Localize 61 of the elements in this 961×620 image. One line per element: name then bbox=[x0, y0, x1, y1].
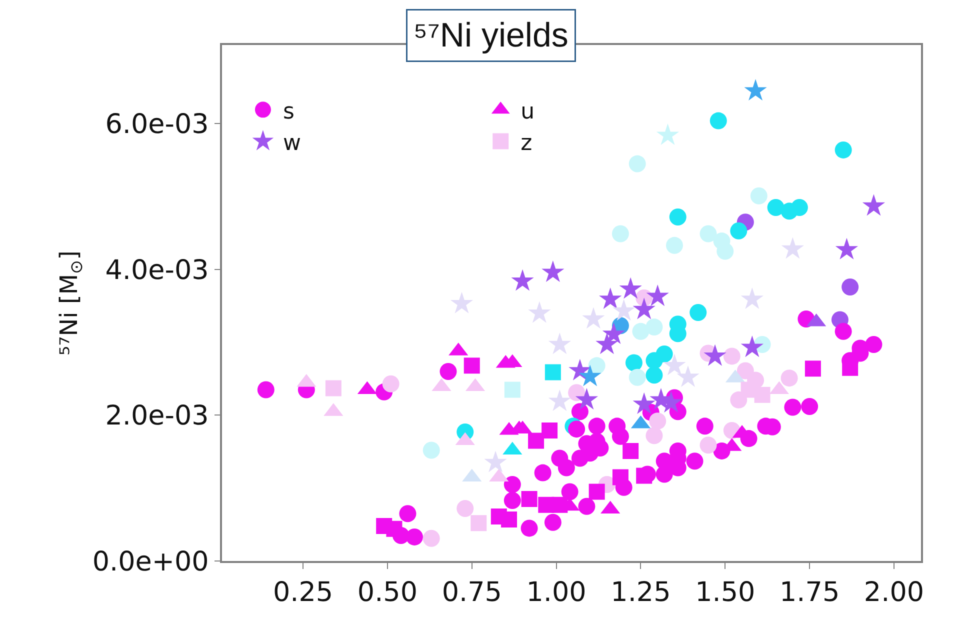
x-tick-label: 0.50 bbox=[357, 577, 418, 608]
point bbox=[450, 292, 474, 314]
point bbox=[521, 491, 538, 508]
point bbox=[740, 287, 764, 309]
x-tick-label: 1.00 bbox=[526, 577, 586, 608]
point bbox=[862, 194, 886, 216]
x-tick-label: 1.50 bbox=[695, 577, 756, 608]
point bbox=[501, 511, 518, 528]
x-tick-label: 1.25 bbox=[610, 577, 671, 608]
x-tick-label: 0.75 bbox=[442, 577, 502, 608]
point bbox=[646, 284, 669, 306]
legend-label: u bbox=[520, 99, 535, 124]
legend-label: z bbox=[520, 130, 532, 156]
point bbox=[544, 364, 561, 380]
point bbox=[504, 382, 520, 398]
point bbox=[676, 365, 700, 387]
point bbox=[632, 392, 656, 414]
point bbox=[740, 336, 764, 358]
point bbox=[542, 260, 564, 282]
point bbox=[596, 332, 618, 354]
point bbox=[619, 277, 642, 299]
point bbox=[804, 360, 821, 377]
point bbox=[622, 442, 639, 459]
point bbox=[582, 307, 605, 329]
point bbox=[612, 469, 628, 486]
x-tick-label: 1.75 bbox=[780, 577, 840, 608]
point bbox=[542, 422, 558, 439]
point bbox=[744, 79, 767, 101]
point bbox=[578, 364, 602, 386]
point bbox=[636, 468, 652, 484]
point bbox=[602, 322, 626, 344]
y-tick-label: 6.0e-03 bbox=[105, 109, 209, 140]
point bbox=[548, 389, 571, 412]
point bbox=[484, 450, 507, 472]
point bbox=[835, 238, 858, 260]
point bbox=[511, 269, 534, 291]
point bbox=[575, 388, 598, 410]
point bbox=[663, 354, 686, 376]
point bbox=[599, 287, 622, 309]
point bbox=[548, 332, 571, 354]
point bbox=[470, 515, 487, 532]
point bbox=[528, 432, 544, 449]
point bbox=[386, 520, 402, 537]
point bbox=[464, 358, 480, 374]
point bbox=[612, 299, 636, 321]
legend-label: w bbox=[282, 130, 301, 156]
point bbox=[632, 298, 656, 320]
point bbox=[588, 484, 605, 500]
x-tick-label: 0.25 bbox=[272, 577, 334, 608]
point bbox=[528, 301, 551, 323]
point bbox=[325, 380, 342, 396]
point bbox=[552, 496, 568, 513]
chart-title: ⁵⁷Ni yields bbox=[414, 16, 568, 54]
y-tick-label: 2.0e-03 bbox=[105, 400, 209, 432]
legend-label: s bbox=[282, 99, 294, 124]
point bbox=[656, 123, 680, 145]
y-tick-label: 4.0e-03 bbox=[105, 254, 209, 286]
point bbox=[704, 344, 726, 366]
x-tick-label: 2.00 bbox=[864, 577, 924, 608]
point bbox=[781, 237, 804, 259]
y-tick-label: 0.0e+00 bbox=[92, 546, 209, 578]
